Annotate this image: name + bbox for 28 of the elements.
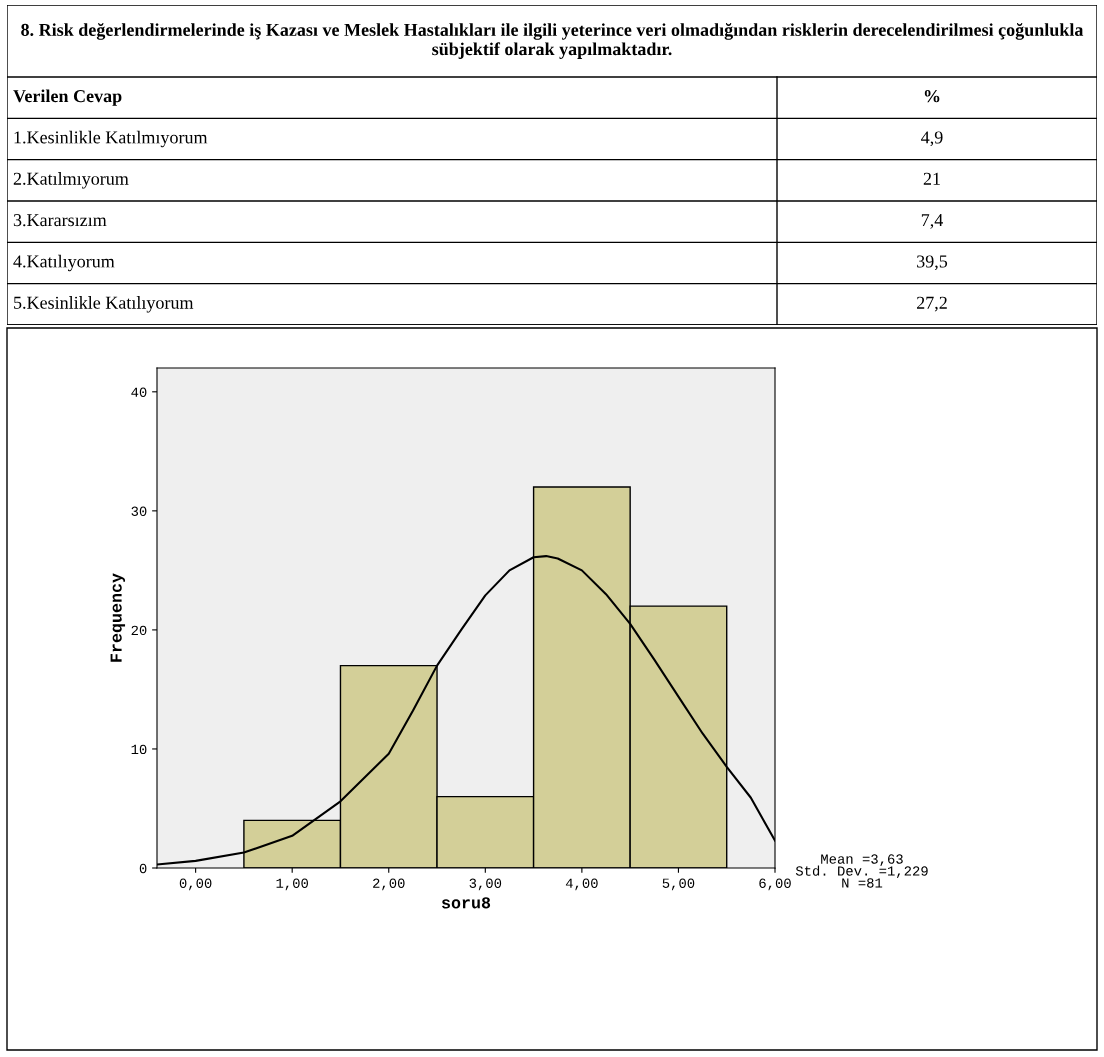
data-label: 4,9 (921, 131, 943, 147)
text: Mean =3,63 Std. Dev. =1,229 N =81 (795, 854, 928, 888)
x-tick-label: 2,00 (373, 878, 405, 891)
y-tick-label: 20 (131, 625, 147, 636)
y-tick-label: 40 (131, 387, 147, 397)
category-label: 1.Kesinlikle Katılmıyorum (14, 130, 208, 148)
text: 8. Risk değerlendirmelerinde iş Kazası ve Meslek Hastalıkları ile ilgili yeterince veri olmadığından risklerin derecelendirilmesi çoğunlukla sübjektif olarak yapılmaktadır. (21, 23, 1084, 59)
text: % (924, 90, 940, 103)
data-label: 7,4 (921, 214, 943, 229)
x-tick-label: 5,00 (662, 878, 695, 891)
x-tick-label: 6,00 (759, 878, 791, 891)
data-label: 27,2 (916, 296, 947, 312)
y-tick-label: 0 (139, 863, 147, 874)
data-label: 39,5 (917, 255, 948, 271)
y-tick-label: 30 (131, 506, 147, 517)
data-label: 21 (923, 172, 940, 185)
category-label: 3.Kararsızım (13, 214, 107, 227)
category-label: 5.Kesinlikle Katılıyorum (14, 296, 194, 313)
text: Verilen Cevap (13, 89, 122, 106)
category-label: 4.Katılıyorum (13, 254, 115, 272)
y-axis-title: Frequency (110, 573, 126, 662)
x-axis-title: soru8 (441, 897, 491, 909)
x-tick-label: 4,00 (565, 878, 598, 891)
y-tick-label: 10 (131, 744, 147, 755)
x-tick-label: 0,00 (179, 878, 212, 891)
x-tick-label: 3,00 (469, 878, 502, 891)
x-tick-label: 1,00 (276, 878, 308, 891)
category-label: 2.Katılmıyorum (13, 172, 129, 189)
